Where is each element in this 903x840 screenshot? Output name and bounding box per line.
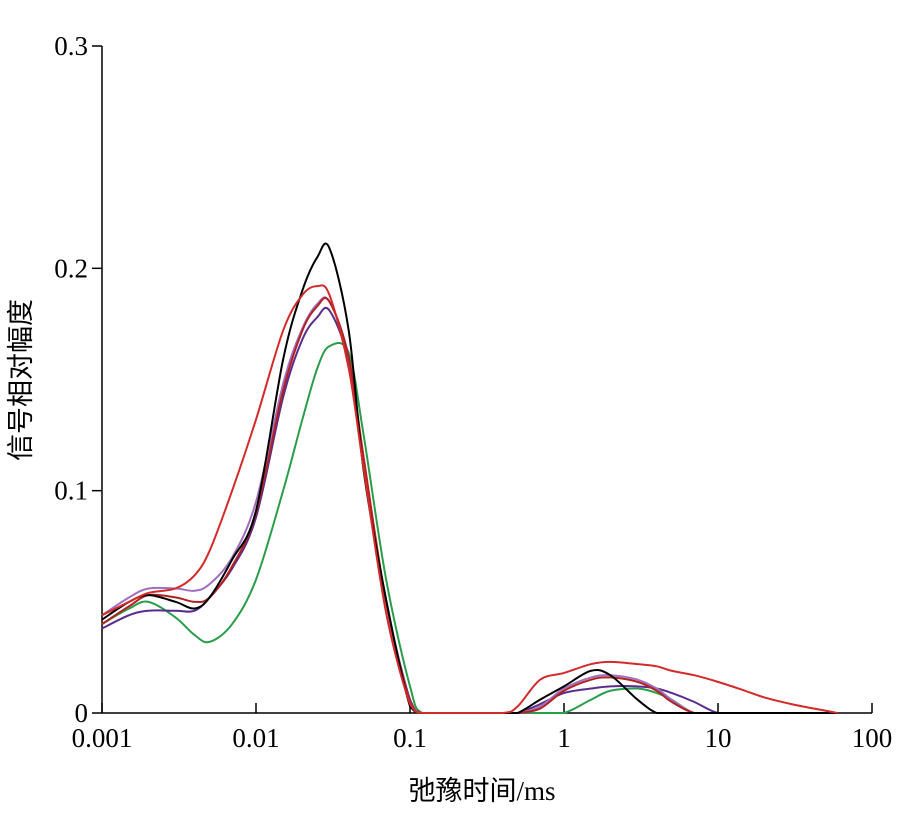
series-line — [101, 242, 838, 714]
x-tick-label: 0.1 — [393, 723, 427, 753]
y-tick-label: 0.3 — [54, 31, 88, 61]
series-line — [101, 306, 838, 714]
y-tick-label: 0.2 — [54, 253, 88, 283]
x-tick-label: 100 — [852, 723, 893, 753]
y-axis-label: 信号相对幅度 — [6, 299, 36, 461]
series-line — [101, 297, 838, 714]
series-line — [101, 296, 838, 714]
y-tick-label: 0.1 — [54, 476, 88, 506]
series-line — [101, 284, 839, 714]
x-axis-label: 弛豫时间/ms — [408, 776, 555, 806]
series-line — [101, 341, 838, 714]
x-tick-label: 0.001 — [72, 723, 133, 753]
x-tick-label: 1 — [557, 723, 571, 753]
x-tick-label: 0.01 — [232, 723, 279, 753]
x-tick-label: 10 — [705, 723, 732, 753]
y-tick-label: 0 — [75, 698, 89, 728]
